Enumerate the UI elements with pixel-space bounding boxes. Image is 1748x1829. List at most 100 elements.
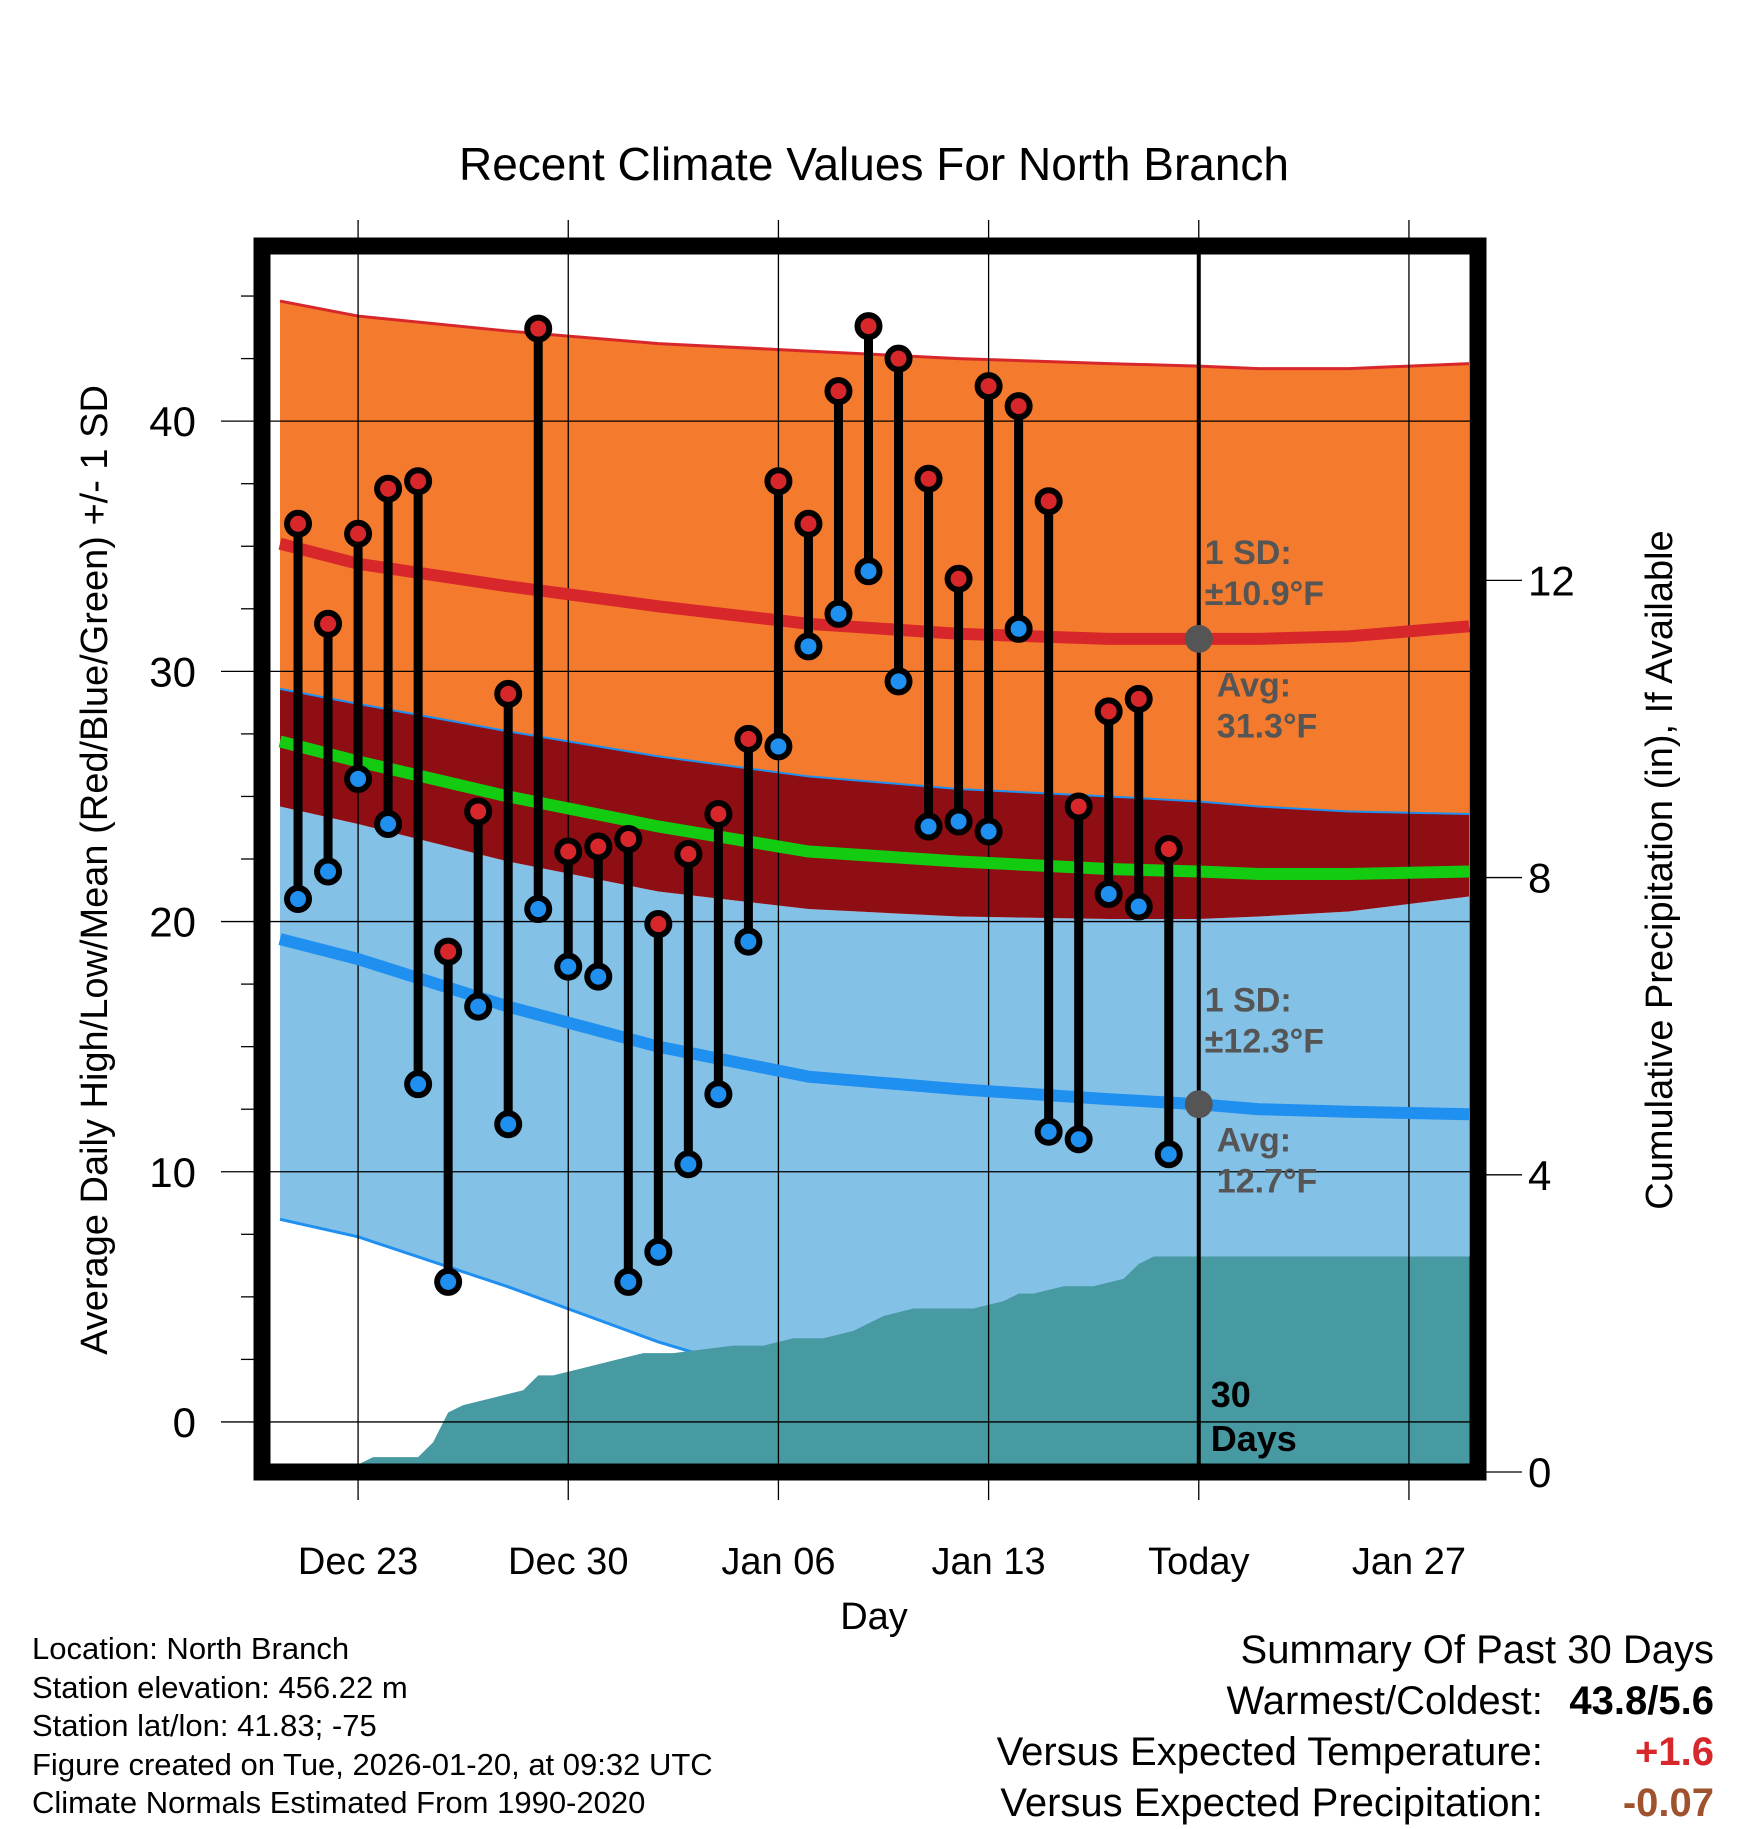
daily-low-point (644, 1237, 673, 1266)
precip-area (262, 1256, 1478, 1472)
low-sd-annotation: 1 SD: ±12.3°F (1205, 982, 1324, 1061)
daily-low-point (1094, 880, 1123, 909)
daily-high-point (374, 474, 403, 503)
daily-low-point (404, 1070, 433, 1099)
y-tick-label: 20 (149, 899, 196, 946)
low-sd-annotation-line: ±12.3°F (1205, 1023, 1324, 1061)
daily-high-point (854, 312, 883, 341)
daily-high-point (704, 799, 733, 828)
daily-low-point (1124, 892, 1153, 921)
daily-high-point (1094, 697, 1123, 726)
daily-low-point (1004, 614, 1033, 643)
daily-low-point (494, 1110, 523, 1139)
daily-high-point (644, 910, 673, 939)
high-avg-annotation-line: 31.3°F (1217, 707, 1318, 745)
low-sd-annotation-line: 1 SD: (1205, 982, 1292, 1020)
normal-low-line (278, 933, 1470, 1121)
daily-low-point (674, 1150, 703, 1179)
station-info: Location: North Branch Station elevation… (32, 1630, 713, 1823)
x-tick-label: Dec 30 (508, 1541, 628, 1583)
daily-high-point (764, 467, 793, 496)
daily-high-point (584, 832, 613, 861)
warm-cold-label: Warmest/Coldest: (1226, 1679, 1543, 1723)
y2-tick-label: 4 (1528, 1152, 1551, 1199)
daily-high-point (464, 797, 493, 826)
daily-high-point (284, 509, 313, 538)
daily-high-point (674, 839, 703, 868)
y2-axis-label: Cumulative Precipitation (in), If Availa… (1639, 530, 1681, 1209)
daily-low-point (314, 857, 343, 886)
summary-title: Summary Of Past 30 Days (1240, 1628, 1714, 1672)
daily-low-point (884, 667, 913, 696)
daily-low-point (794, 632, 823, 661)
daily-high-point (824, 377, 853, 406)
daily-low-point (824, 599, 853, 628)
y2-tick-label: 12 (1528, 557, 1575, 604)
daily-low-point (704, 1080, 733, 1109)
precip-anomaly-label: Versus Expected Precipitation: (1000, 1781, 1543, 1825)
daily-high-point (974, 372, 1003, 401)
daily-low-point (374, 809, 403, 838)
daily-high-point (734, 724, 763, 753)
daily-high-point (1124, 684, 1153, 713)
daily-low-point (554, 952, 583, 981)
y2-tick-label: 0 (1528, 1449, 1551, 1496)
precip-anomaly-value: -0.07 (1622, 1781, 1714, 1825)
daily-low-point (944, 807, 973, 836)
location-text: Location: North Branch (32, 1631, 350, 1666)
daily-high-point (344, 519, 373, 548)
y-tick-label: 40 (149, 398, 196, 445)
daily-low-point (344, 764, 373, 793)
y-tick-label: 10 (149, 1149, 196, 1196)
y2-tick-label: 8 (1528, 855, 1551, 902)
daily-high-point (794, 509, 823, 538)
summary-warm-cold-row: Warmest/Coldest: 43.8/5.6 (997, 1676, 1715, 1727)
daily-low-point (914, 812, 943, 841)
high-sd-annotation: 1 SD: ±10.9°F (1205, 534, 1324, 613)
days-annotation: 30 Days (1211, 1374, 1297, 1459)
daily-high-point (494, 679, 523, 708)
daily-high-point (1004, 392, 1033, 421)
daily-low-point (614, 1267, 643, 1296)
x-axis-label: Day (840, 1596, 908, 1638)
low-avg-annotation: Avg: 12.7°F (1217, 1122, 1318, 1201)
daily-low-point (1154, 1140, 1183, 1169)
today-low-avg-marker (1184, 1090, 1213, 1119)
daily-low-point (464, 992, 493, 1021)
daily-high-point (1034, 487, 1063, 516)
chart-title: Recent Climate Values For North Branch (459, 138, 1289, 190)
daily-high-point (524, 314, 553, 343)
high-avg-annotation-line: Avg: (1217, 666, 1291, 704)
temp-anomaly-value: +1.6 (1635, 1730, 1714, 1774)
daily-low-point (1034, 1117, 1063, 1146)
daily-low-point (854, 557, 883, 586)
high-sd-annotation-line: ±10.9°F (1205, 575, 1324, 613)
daily-low-point (524, 895, 553, 924)
temp-anomaly-label: Versus Expected Temperature: (996, 1730, 1543, 1774)
daily-high-point (404, 467, 433, 496)
daily-low-point (434, 1267, 463, 1296)
high-avg-annotation: Avg: 31.3°F (1217, 666, 1318, 745)
x-tick-label: Jan 06 (721, 1541, 835, 1583)
daily-high-point (914, 464, 943, 493)
daily-low-point (764, 732, 793, 761)
x-tick-label: Dec 23 (298, 1541, 418, 1583)
created-text: Figure created on Tue, 2026-01-20, at 09… (32, 1746, 713, 1782)
daily-high-point (884, 344, 913, 373)
high-sd-band (280, 301, 1469, 814)
summary-panel: Summary Of Past 30 Days Warmest/Coldest:… (997, 1625, 1714, 1829)
y-axis-label: Average Daily High/Low/Mean (Red/Blue/Gr… (74, 385, 116, 1355)
high-sd-annotation-line: 1 SD: (1205, 534, 1292, 572)
normal-mean-line (278, 735, 1470, 881)
today-high-avg-marker (1184, 624, 1213, 653)
summary-temp-row: Versus Expected Temperature: +1.6 (997, 1727, 1714, 1778)
daily-low-point (1064, 1125, 1093, 1154)
x-tick-label: Jan 13 (932, 1541, 1046, 1583)
plot-frame (253, 237, 1487, 1481)
daily-high-point (314, 609, 343, 638)
daily-low-point (734, 927, 763, 956)
daily-low-point (284, 885, 313, 914)
daily-low-point (584, 962, 613, 991)
